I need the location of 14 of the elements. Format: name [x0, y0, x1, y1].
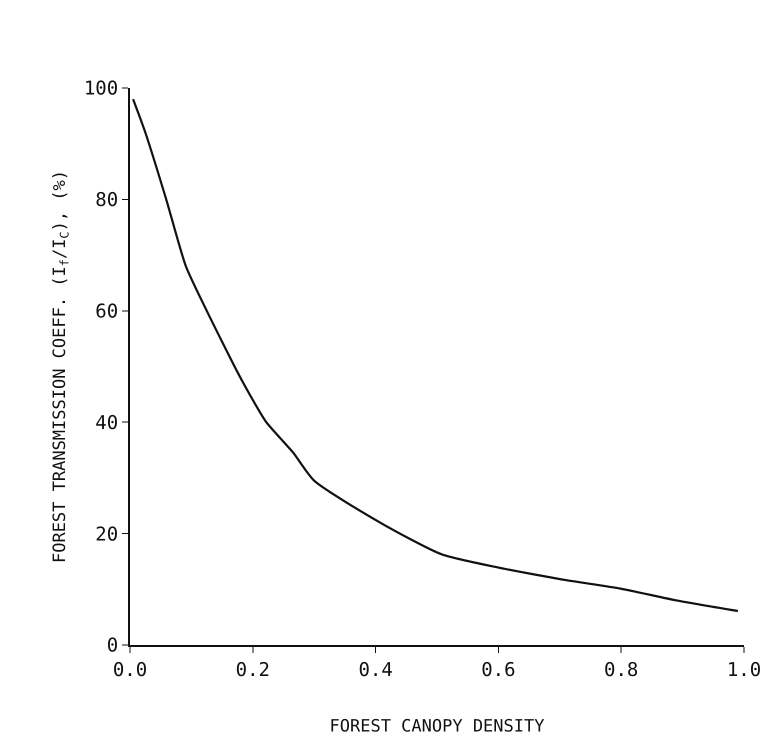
x-tick-label: 0.6: [481, 658, 516, 681]
x-tick-label: 0.2: [236, 658, 270, 681]
x-tick-label: 0.0: [112, 658, 148, 681]
y-tick-label: 20: [95, 523, 118, 546]
x-tick-label: 0.8: [604, 658, 638, 681]
y-tick-label: 60: [95, 300, 118, 322]
x-axis-title: FOREST CANOPY DENSITY: [330, 716, 544, 737]
x-tick-label: 1.0: [726, 658, 762, 681]
y-tick-label: 0: [106, 634, 118, 657]
y-tick-label: 100: [84, 78, 118, 100]
y-tick-label: 80: [95, 189, 118, 212]
y-tick-label: 40: [95, 412, 118, 434]
line-series: [132, 98, 739, 612]
x-tick-label: 0.4: [358, 658, 393, 681]
